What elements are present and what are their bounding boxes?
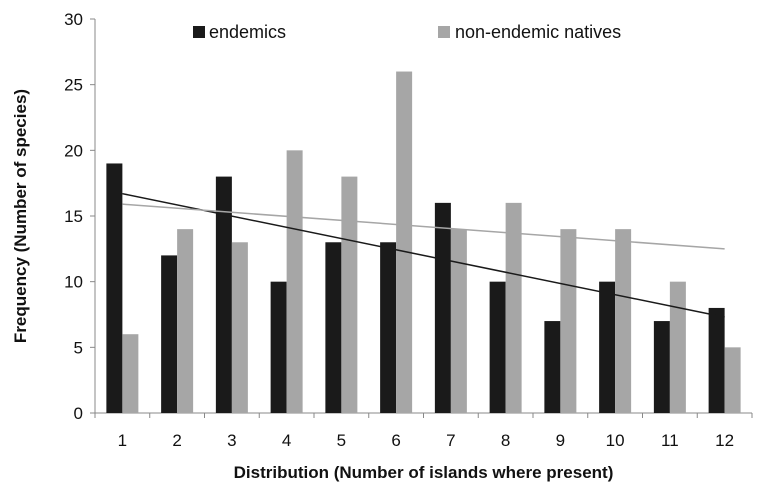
bar-endemics-6 (380, 242, 397, 413)
legend-swatch-endemics (193, 26, 205, 38)
bar-endemics-9 (544, 321, 561, 413)
bar-endemics-3 (215, 176, 232, 413)
x-axis-title: Distribution (Number of islands where pr… (234, 463, 614, 482)
trendlines (122, 192, 725, 318)
bar-endemics-11 (653, 321, 670, 413)
bar-non-endemic-natives-12 (724, 347, 741, 413)
bar-endemics-5 (325, 242, 342, 413)
x-tick-label: 6 (391, 431, 400, 450)
bar-non-endemic-natives-2 (177, 229, 194, 413)
x-tick-label: 3 (227, 431, 236, 450)
bar-endemics-4 (270, 281, 287, 413)
bar-non-endemic-natives-5 (341, 176, 358, 413)
y-tick-label: 10 (64, 273, 83, 292)
bar-non-endemic-natives-7 (450, 229, 467, 413)
y-tick-label: 0 (74, 404, 83, 423)
trendline-non-endemic-natives (122, 203, 725, 250)
bar-non-endemic-natives-4 (286, 150, 303, 414)
x-tick-label: 12 (715, 431, 734, 450)
x-tick-label: 10 (606, 431, 625, 450)
bar-non-endemic-natives-10 (615, 229, 632, 413)
x-ticks: 1 2 3 4 5 6 7 8 9 10 11 12 (94, 413, 753, 450)
x-tick-label: 1 (118, 431, 127, 450)
legend-label-non-endemic-natives: non-endemic natives (455, 22, 621, 42)
bar-non-endemic-natives-3 (231, 242, 248, 413)
bar-endemics-12 (708, 307, 725, 413)
x-tick-label: 4 (282, 431, 291, 450)
bar-non-endemic-natives-1 (122, 334, 139, 413)
legend: endemics non-endemic natives (193, 22, 621, 42)
bar-endemics-1 (106, 163, 123, 413)
x-tick-label: 8 (501, 431, 510, 450)
axes (94, 19, 752, 414)
y-tick-label: 20 (64, 141, 83, 160)
x-tick-label: 9 (556, 431, 565, 450)
bar-endemics-7 (434, 202, 451, 413)
x-tick-label: 11 (661, 431, 679, 450)
bar-non-endemic-natives-9 (560, 229, 577, 413)
bar-non-endemic-natives-6 (396, 71, 413, 414)
y-axis-title: Frequency (Number of species) (11, 89, 30, 343)
y-tick-label: 5 (74, 338, 83, 357)
legend-label-endemics: endemics (209, 22, 286, 42)
bar-non-endemic-natives-8 (505, 202, 522, 413)
y-tick-label: 25 (64, 76, 83, 95)
x-tick-label: 2 (172, 431, 181, 450)
x-tick-label: 5 (337, 431, 346, 450)
bar-non-endemic-natives-11 (669, 281, 686, 413)
trendline-endemics (122, 192, 725, 318)
bars (106, 71, 741, 414)
y-ticks: 0 5 10 15 20 25 30 (64, 10, 95, 423)
x-tick-label: 7 (446, 431, 455, 450)
bar-endemics-8 (489, 281, 506, 413)
bar-endemics-10 (599, 281, 616, 413)
bar-endemics-2 (161, 255, 178, 413)
legend-swatch-non-endemic-natives (438, 26, 450, 38)
y-tick-label: 15 (64, 207, 83, 226)
y-tick-label: 30 (64, 10, 83, 29)
